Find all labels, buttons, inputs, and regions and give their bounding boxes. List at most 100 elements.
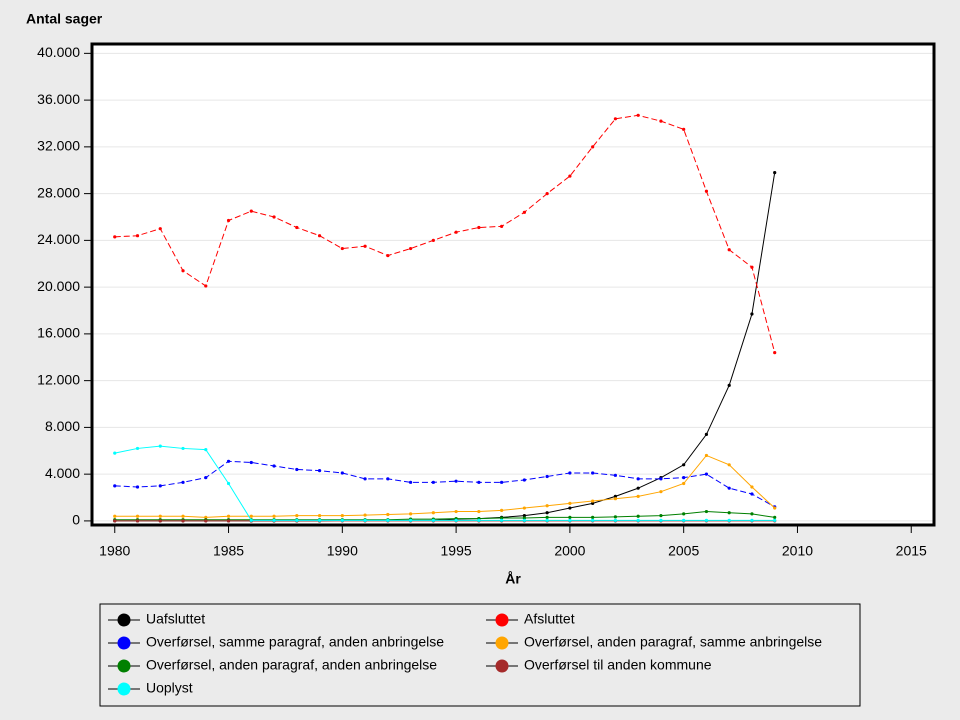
legend [99,603,861,707]
data-point [226,519,231,523]
series-line [114,114,776,353]
data-point [386,518,390,522]
data-point [204,515,208,520]
data-point [249,514,253,518]
data-point [545,518,549,522]
data-point [704,453,709,458]
data-point [135,234,140,238]
y-tick-label: 20.000 [37,278,80,294]
data-point [773,170,777,175]
data-point [659,518,663,522]
grid [92,52,934,522]
data-point [591,471,595,475]
data-point [636,518,640,522]
data-point [522,506,526,510]
data-point [750,312,754,316]
data-point [545,511,549,515]
data-point [636,514,640,518]
data-point [591,518,595,522]
y-axis-title: Antal sager [26,11,103,27]
data-point [454,509,458,514]
data-point [477,225,481,230]
data-point [340,514,344,518]
data-point [454,518,458,522]
data-point [226,481,231,486]
data-point [682,481,686,486]
data-point [727,486,731,490]
data-point [591,515,595,520]
series-line [114,460,775,508]
data-point [272,215,276,219]
data-point [750,265,754,269]
data-point [226,218,231,223]
data-point [545,192,549,196]
data-point [135,519,140,523]
data-point [591,499,595,503]
data-point [135,514,140,518]
data-point [408,518,413,522]
y-tick-label: 16.000 [37,325,80,341]
data-point [773,506,777,510]
data-point [477,518,481,522]
data-point [113,235,117,239]
y-tick-label: 4.000 [45,465,80,481]
data-point [636,494,640,498]
data-point [613,473,618,477]
data-point [773,515,777,520]
data-point [249,518,253,522]
data-point [704,472,709,476]
data-point [272,464,276,468]
data-point [363,477,367,481]
data-point [477,509,481,514]
x-axis-title: År [505,571,521,587]
data-point [386,477,390,481]
data-point [613,497,618,501]
legend-label: Overførsel, samme paragraf, anden anbrin… [146,634,444,650]
data-point [158,444,162,448]
legend-marker [117,636,131,650]
data-point [545,515,549,520]
data-point [226,514,231,518]
data-point [500,518,504,522]
data-point [682,127,686,131]
data-point [568,506,572,510]
data-point [431,238,435,242]
data-point [613,117,618,121]
data-point [431,511,435,515]
data-point [500,480,504,484]
legend-label: Overførsel til anden kommune [524,657,712,673]
data-point [750,485,754,489]
data-point [272,518,276,522]
data-point [113,519,117,523]
data-point [431,480,435,484]
data-point [636,486,640,490]
x-tick-label: 1980 [99,543,130,559]
y-tick-label: 12.000 [37,371,80,387]
data-point [522,210,526,214]
y-tick-label: 0 [72,512,80,528]
data-point [636,477,640,481]
data-point [727,248,731,252]
data-point [249,460,253,465]
data-point [727,463,731,467]
x-tick-label: 1985 [213,543,244,559]
data-point [431,518,435,522]
data-point [181,269,185,273]
y-tick-label: 40.000 [37,44,80,60]
lines [113,113,777,523]
data-point [568,518,572,522]
data-point [568,501,572,505]
legend-label: Overførsel, anden paragraf, anden anbrin… [146,657,437,673]
data-point [704,509,709,514]
data-point [295,518,299,522]
data-point [727,518,731,522]
data-point [682,518,686,522]
data-point [500,508,504,512]
data-point [613,515,618,519]
data-point [682,476,686,480]
data-point [522,478,526,482]
data-point [408,512,413,516]
data-point [340,518,344,522]
data-point [704,518,709,522]
